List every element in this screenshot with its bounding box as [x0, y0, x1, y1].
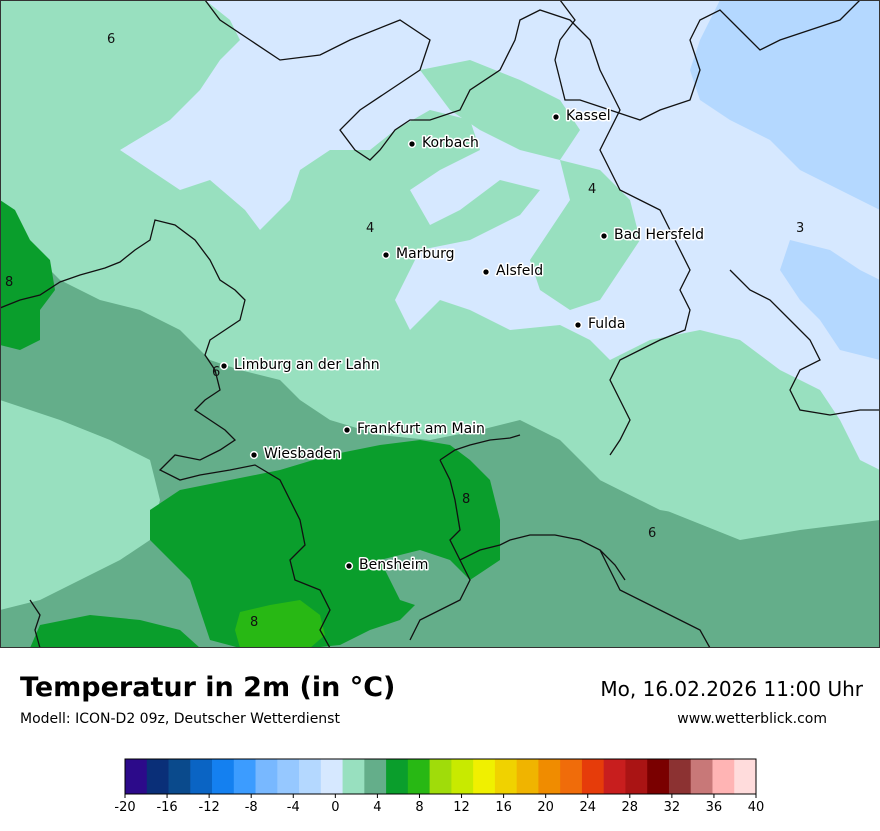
city-label-marburg: Marburg	[396, 246, 455, 262]
zone-2-4-e	[780, 240, 880, 360]
legend-tick-label: -8	[245, 800, 258, 815]
legend-tick-label: 24	[579, 800, 596, 815]
legend-swatch	[364, 759, 387, 794]
city-label-limburg: Limburg an der Lahn	[234, 357, 380, 373]
legend-swatch	[712, 759, 735, 794]
legend-swatch	[407, 759, 431, 794]
legend-tick-label: -20	[114, 800, 135, 815]
legend-swatch	[625, 759, 648, 794]
legend-tick-label: -4	[287, 800, 300, 815]
legend-swatch	[647, 759, 670, 794]
legend-swatch	[668, 759, 692, 794]
legend-tick-label: 32	[664, 800, 681, 815]
legend-swatch	[581, 759, 605, 794]
temperature-map: Kassel Korbach Bad Hersfeld Marburg Alsf…	[0, 0, 880, 648]
isoline-label: 4	[588, 182, 596, 197]
city-label-wiesbaden: Wiesbaden	[264, 446, 341, 462]
legend-swatch	[429, 759, 452, 794]
zone-4-6-sw	[600, 440, 880, 540]
city-label-alsfeld: Alsfeld	[496, 263, 543, 279]
isoline-label: 6	[107, 32, 115, 47]
zone-4-6-patch-2	[530, 160, 640, 310]
zone-6-8-west	[0, 200, 55, 350]
city-label-korbach: Korbach	[422, 135, 479, 151]
website-link[interactable]: www.wetterblick.com	[677, 711, 827, 727]
zone-transition	[380, 550, 470, 610]
zone-4-6-south	[0, 400, 160, 610]
legend-tick-label: 36	[706, 800, 723, 815]
legend-tick-label: 20	[537, 800, 554, 815]
isoline-label: 8	[5, 275, 13, 290]
legend-swatch	[342, 759, 365, 794]
legend-swatch	[233, 759, 256, 794]
forecast-datetime: Mo, 16.02.2026 11:00 Uhr	[600, 677, 863, 701]
legend-swatch	[386, 759, 409, 794]
legend-tick-label: 8	[415, 800, 423, 815]
color-legend: -20 -16 -12 -8 -4 0 4 8 12 16 20 24 28 32 36 40	[0, 756, 880, 826]
city-dot-marburg	[381, 250, 391, 260]
legend-swatch	[538, 759, 561, 794]
legend-frame	[124, 758, 757, 795]
legend-swatch	[560, 759, 583, 794]
zone-4-6-patch-1	[420, 60, 580, 160]
city-dot-bad-hersfeld	[599, 231, 609, 241]
legend-swatch	[277, 759, 300, 794]
isoline-label: 8	[462, 492, 470, 507]
legend-tick-label: 40	[748, 800, 765, 815]
city-dot-alsfeld	[481, 267, 491, 277]
isoline-label: 6	[648, 526, 656, 541]
legend-swatch	[190, 759, 213, 794]
legend-swatch	[451, 759, 474, 794]
city-label-bad-hersfeld: Bad Hersfeld	[614, 227, 704, 243]
legend-swatch	[299, 759, 322, 794]
legend-swatch	[603, 759, 626, 794]
legend-swatch	[168, 759, 191, 794]
isoline-label: 4	[366, 221, 374, 236]
isoline-labels: 6 4 3 4 8 6 8 6 8	[5, 32, 804, 630]
legend-tick-label: 12	[453, 800, 470, 815]
city-dot-wiesbaden	[249, 450, 259, 460]
legend-swatch	[494, 759, 518, 794]
legend-swatch	[516, 759, 539, 794]
map-title: Temperatur in 2m (in °C)	[20, 672, 396, 703]
state-borders	[0, 0, 880, 648]
zone-8-10	[235, 600, 325, 648]
city-dot-fulda	[573, 320, 583, 330]
legend-tick-label: 4	[373, 800, 381, 815]
isoline-label: 8	[250, 615, 258, 630]
isoline-label: 3	[796, 221, 804, 236]
city-label-fulda: Fulda	[588, 316, 626, 332]
city-dot-limburg	[219, 361, 229, 371]
model-source: Modell: ICON-D2 09z, Deutscher Wetterdie…	[20, 711, 340, 727]
legend-tick-label: 16	[495, 800, 512, 815]
city-dot-kassel	[551, 112, 561, 122]
legend-tick-label: -16	[156, 800, 177, 815]
isoline-label: 6	[212, 365, 220, 380]
legend-swatch	[212, 759, 235, 794]
legend-swatch	[125, 759, 148, 794]
zone-6-8-strip	[30, 615, 200, 648]
legend-swatch	[146, 759, 169, 794]
legend-swatch	[255, 759, 278, 794]
legend-tick-label: -12	[199, 800, 220, 815]
map-footer: Temperatur in 2m (in °C) Modell: ICON-D2…	[0, 648, 880, 830]
city-markers: Kassel Korbach Bad Hersfeld Marburg Alsf…	[219, 107, 706, 575]
zone-0-4	[120, 0, 880, 470]
city-dot-frankfurt	[342, 425, 352, 435]
city-label-bensheim: Bensheim	[359, 557, 428, 573]
city-dot-bensheim	[344, 561, 354, 571]
legend-swatch	[473, 759, 496, 794]
zone-4-6-patch-3	[330, 190, 410, 260]
legend-swatch	[690, 759, 713, 794]
legend-swatch	[320, 759, 343, 794]
city-label-frankfurt: Frankfurt am Main	[357, 421, 485, 437]
legend-tick-label: 0	[331, 800, 339, 815]
city-dot-korbach	[407, 139, 417, 149]
legend-swatch	[734, 759, 757, 794]
city-label-kassel: Kassel	[566, 108, 611, 124]
legend-tick-label: 28	[622, 800, 639, 815]
zone-2-4-ne	[690, 0, 880, 210]
